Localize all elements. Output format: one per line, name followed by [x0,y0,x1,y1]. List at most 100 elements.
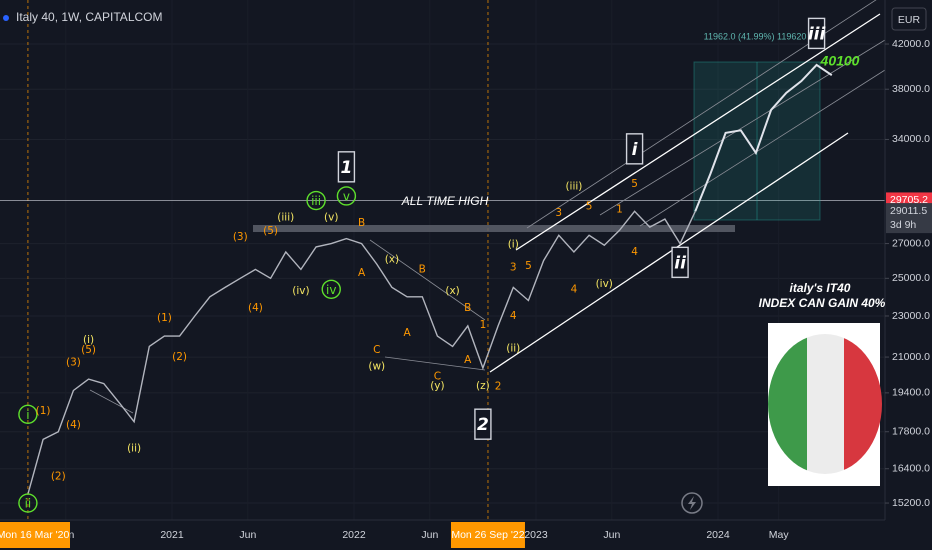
wave-label-text: i [26,408,29,422]
wave-label-ring [18,404,38,425]
wave-label-text: (x) [445,285,459,297]
wave-label: iv [321,279,341,299]
headline: italy's IT40 [790,281,851,295]
y-tick-label: 21000.0 [892,351,930,363]
wave-label-text: (v) [324,212,338,224]
channel-mid [599,39,885,216]
wave-label-text: (5) [81,344,96,356]
currency-box[interactable] [891,7,927,31]
wave-label-text: 5 [586,201,593,213]
wave-label-text: 5 [631,178,638,190]
ath-zone [253,225,735,232]
wave-label-text: A [358,267,366,279]
wave-label: 5 [586,201,593,213]
wave-label-text: iii [311,194,321,208]
wave-label: 1 [616,204,623,216]
y-tick-label: 17800.0 [892,426,930,438]
wave-label: (3) [66,357,81,369]
wave-label-text: iii [808,24,827,44]
wave-label-box [337,151,356,183]
date-marker-box [0,522,70,548]
wave-label-text: (4) [248,302,263,314]
wave-label: A [358,267,366,279]
channel-lower [489,132,849,373]
wave-label: (i) [83,334,94,346]
wave-label: (1) [36,405,51,417]
price-line [27,210,696,495]
wave-label: (iv) [292,285,309,297]
wave-label: i [625,133,644,165]
channel-mid2 [639,69,885,227]
wave-label: 3 [555,207,562,219]
wave-label-text: (1) [36,405,51,417]
wave-label-text: B [419,264,426,276]
wave-label-text: i [632,140,639,160]
wave-label-ring [336,186,357,206]
wave-label: A [403,327,411,339]
wave-label-text: C [434,371,441,383]
wave-label-box [807,17,826,50]
wave-label: C [434,371,441,383]
wave-label: 4 [571,283,578,295]
x-tick-label: Jun [603,529,620,541]
resistance-label: ALL TIME HIGH [401,194,489,208]
wave-label-text: iv [326,283,336,297]
y-tick-label: 34000.0 [892,133,930,145]
x-tick-label: 2021 [160,529,184,541]
wave-label-text: (3) [233,231,248,243]
wave-label: (3) [233,231,248,243]
wave-label: 5 [525,260,532,272]
date-marker-label: Mon 16 Mar '20 [0,529,69,541]
wave-label: 4 [510,310,517,322]
wave-label: (4) [248,302,263,314]
y-tick-label: 23000.0 [892,310,930,322]
wave-label-text: 2 [495,381,502,393]
wave-label: 2 [495,381,502,393]
replay-icon[interactable] [681,492,703,514]
symbol-dot [3,15,9,21]
wave-label: ii [18,493,38,513]
wave-label-text: 4 [571,283,578,295]
wave-label-text: 5 [525,260,532,272]
wave-label-text: (iii) [277,212,294,224]
wave-label-text: (i) [83,334,94,346]
wave-label-text: v [343,189,350,203]
wave-label-text: (z) [476,380,490,392]
wave-label-text: (i) [508,238,519,250]
wave-label-text: (iii) [565,180,582,192]
y-tick-label: 38000.0 [892,83,930,95]
wave-label: (w) [368,360,385,372]
date-marker-label: Mon 26 Sep '22 [451,529,524,541]
wave-label-text: ii [25,497,32,511]
wave-label-ring [321,279,341,299]
currency[interactable]: EUR [898,14,921,26]
wave-label-text: (5) [263,225,278,237]
wave-label-text: (1) [157,312,172,324]
wave-label: (5) [81,344,96,356]
wave-label-box [625,133,644,165]
bar-close-label: 29011.5 [890,205,927,217]
price-line [694,63,833,212]
wave-label-ring [18,493,38,513]
wave-label-text: (4) [66,419,81,431]
wave-label: iii [306,190,326,211]
channel-upper [515,13,881,251]
y-tick-label: 42000.0 [892,38,930,50]
price-axis [885,0,932,550]
wave-label: (x) [445,285,459,297]
wave-label: (y) [430,380,444,392]
wave-label-text: (w) [368,360,385,372]
wave-label: ii [671,246,689,279]
wave-label: B [464,302,471,314]
wave-label-text: 2 [477,415,489,435]
wave-label: 5 [631,178,638,190]
x-tick-label: 2024 [706,529,730,541]
wave-label-text: 4 [510,310,517,322]
y-tick-label: 15200.0 [892,497,930,509]
x-tick-label: Jun [239,529,256,541]
wave-label-text: (3) [66,357,81,369]
wave-label: (2) [172,351,187,363]
wave-label-text: 1 [480,319,487,331]
wave-label-text: 4 [631,246,638,258]
y-tick-label: 19400.0 [892,387,930,399]
